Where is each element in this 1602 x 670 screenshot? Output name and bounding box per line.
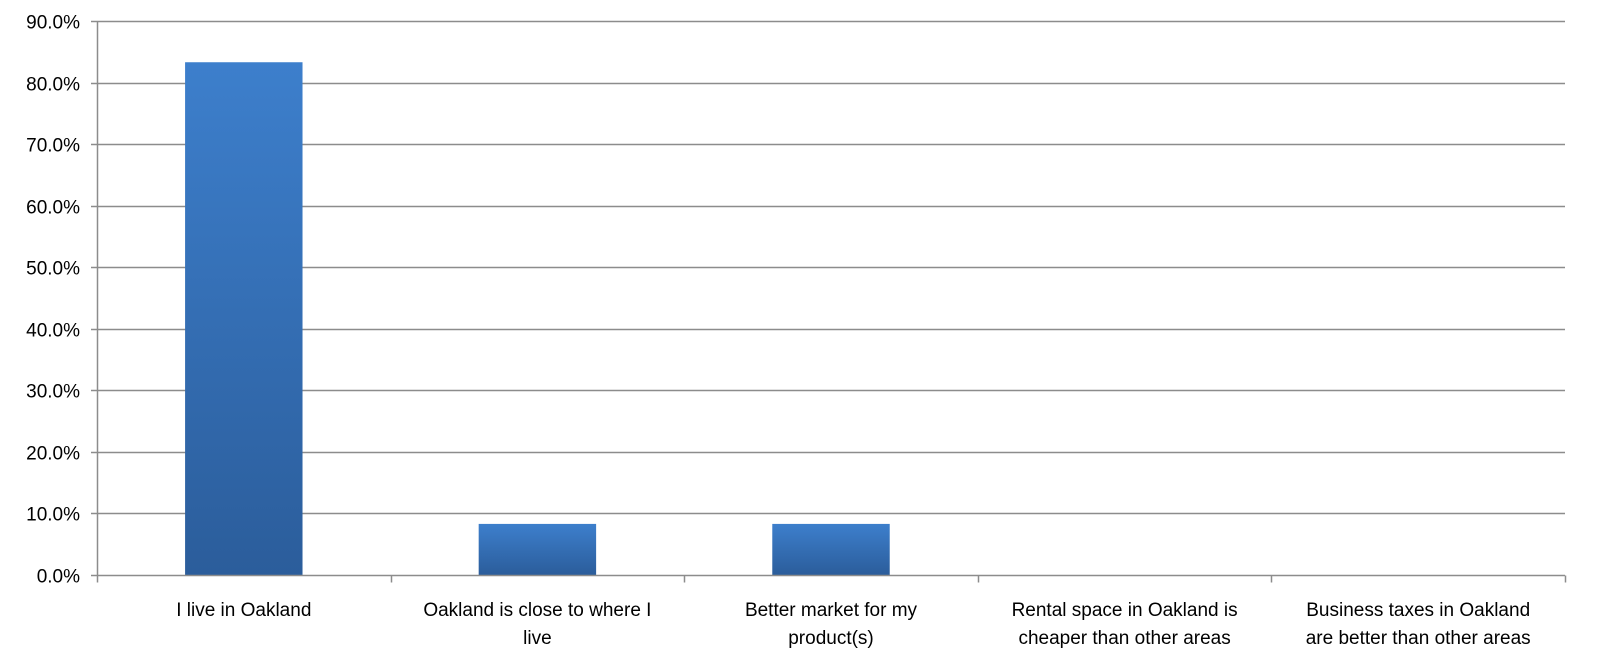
x-category-label: Business taxes in Oakland are better than… (1306, 600, 1531, 649)
y-tick-label: 0.0% (37, 567, 80, 588)
x-axis-category-labels: I live in Oakland Oakland is close to whe… (176, 600, 1530, 649)
x-category-label: Rental space in Oakland is cheaper than o… (1012, 600, 1238, 649)
y-tick-label: 50.0% (26, 259, 80, 280)
gridlines (91, 20, 1565, 577)
y-tick-label: 70.0% (26, 136, 80, 157)
y-tick-label: 90.0% (26, 13, 80, 34)
y-axis-tick-labels: 0.0% 10.0% 20.0% 30.0% 40.0% 50.0% 60.0% 70.0% 8… (26, 13, 80, 588)
x-category-label: Better market for my product(s) (745, 600, 918, 649)
bar-3 (772, 523, 890, 575)
bar-2 (478, 523, 597, 575)
y-tick-label: 60.0% (26, 198, 80, 219)
x-axis (96, 21, 1567, 583)
bars (185, 62, 890, 575)
y-tick-label: 40.0% (26, 321, 80, 342)
bar-1 (185, 62, 303, 575)
y-tick-label: 20.0% (26, 444, 80, 465)
y-tick-label: 30.0% (26, 382, 80, 403)
y-tick-label: 80.0% (26, 75, 80, 96)
y-tick-label: 10.0% (26, 505, 80, 526)
x-category-label: I live in Oakland (176, 600, 311, 621)
